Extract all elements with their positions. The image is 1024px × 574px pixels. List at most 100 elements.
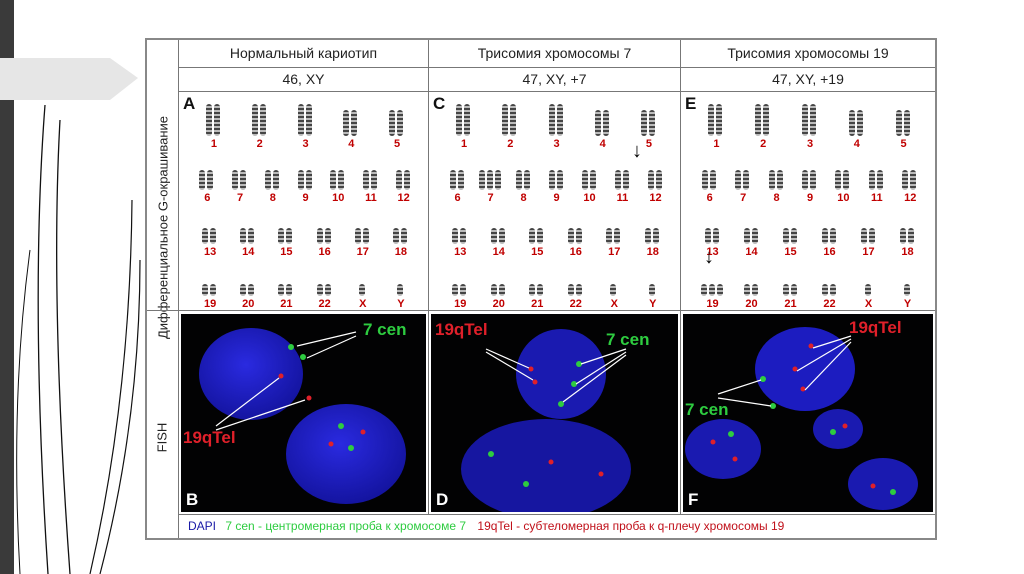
chromosome-19 — [452, 284, 468, 296]
column-title-trisomy19: Трисомия хромосомы 19 — [727, 45, 889, 61]
karyotype-normal: 46, XY — [282, 71, 325, 87]
chromosome-number: 11 — [365, 192, 377, 204]
chromatid — [835, 170, 842, 190]
chromatid — [743, 228, 750, 244]
fish-panel-d: 19qTel 7 cen D — [431, 314, 678, 512]
chromosome-9 — [297, 170, 314, 190]
chromatid — [324, 284, 331, 296]
chromosome-9 — [802, 170, 818, 190]
chromosome-4 — [343, 110, 359, 136]
chromatid — [248, 284, 255, 296]
chromatid — [735, 170, 742, 190]
chromosome-Y — [903, 284, 912, 296]
chromosome-19 — [202, 284, 218, 296]
trisomy-arrow-icon: ↓ — [704, 246, 714, 268]
chromosome-number: 14 — [745, 246, 758, 258]
chromosome-number: 4 — [853, 138, 860, 150]
legend-dapi: DAPI — [188, 519, 217, 533]
chromosome-number: 17 — [356, 246, 369, 258]
chromosome-number: 2 — [760, 138, 767, 150]
chromatid — [876, 170, 883, 190]
panel-letter: D — [436, 490, 449, 509]
chromosome-number: 3 — [806, 138, 814, 150]
chromatid — [297, 170, 304, 190]
chromatid — [202, 284, 209, 296]
chromatid — [768, 170, 775, 190]
chromosome-17 — [860, 228, 877, 244]
chromosome-number: 19 — [454, 298, 467, 310]
chromosome-number: 5 — [645, 138, 652, 150]
chromosome-number: 15 — [280, 246, 293, 258]
chromosome-21 — [782, 284, 799, 296]
chromosome-number: 20 — [242, 298, 255, 310]
chromatid — [622, 170, 629, 190]
chromatid — [708, 284, 715, 296]
chromatid — [362, 170, 369, 190]
chromatid — [272, 170, 279, 190]
chromatid — [199, 170, 206, 190]
chromosome-number: 22 — [569, 298, 582, 310]
chromosome-11 — [362, 170, 379, 190]
chromosome-22 — [316, 284, 333, 296]
chromosome-1 — [708, 104, 724, 136]
chromosome-16 — [567, 228, 584, 244]
chromosome-number: 19 — [706, 298, 719, 310]
chromatid — [594, 110, 601, 136]
chromatid — [362, 228, 369, 244]
chromosome-20 — [743, 284, 760, 296]
chromatid — [389, 110, 396, 136]
chromosome-10 — [835, 170, 851, 190]
chromatid — [868, 170, 875, 190]
chromatid — [708, 104, 715, 136]
chromatid — [286, 284, 293, 296]
probe-label-cen: 7 cen — [363, 320, 407, 339]
chromatid — [647, 170, 654, 190]
chromosome-number: 3 — [302, 138, 309, 150]
chromatid — [370, 170, 377, 190]
chromosome-number: 10 — [332, 192, 345, 204]
chromatid — [644, 228, 651, 244]
chromosome-number: 9 — [553, 192, 560, 204]
chromosome-number: 8 — [773, 192, 780, 204]
chromatid — [821, 228, 828, 244]
chromatid — [490, 228, 497, 244]
chromosome-X — [358, 284, 367, 296]
chromosome-7 — [232, 170, 248, 190]
chromosome-number: 13 — [454, 246, 467, 258]
column-title-trisomy7: Трисомия хромосомы 7 — [477, 45, 632, 61]
chromatid — [610, 284, 617, 296]
chromatid — [486, 170, 493, 190]
chromosome-number: 5 — [900, 138, 907, 150]
chromosome-number: 11 — [616, 192, 629, 204]
chromosome-number: 13 — [706, 246, 719, 258]
chromatid — [510, 104, 517, 136]
chromatid — [743, 170, 750, 190]
chromosome-10 — [581, 170, 598, 190]
chromosome-number: 14 — [492, 246, 505, 258]
chromatid — [305, 170, 312, 190]
chromosome-number: 1 — [461, 138, 468, 150]
chromatid — [821, 284, 828, 296]
chromosome-number: 22 — [318, 298, 331, 310]
chromosome-number: 8 — [269, 192, 276, 204]
chromatid — [910, 170, 917, 190]
chromatid — [802, 170, 808, 190]
chromosome-13 — [202, 228, 218, 244]
chromosome-number: 6 — [454, 192, 461, 204]
chromatid — [743, 284, 750, 296]
chromosome-21 — [278, 284, 294, 296]
chromosome-number: 3 — [553, 138, 560, 150]
chromatid — [556, 104, 563, 136]
chromosome-number: 21 — [531, 298, 544, 310]
fish-panel-b: 7 cen 19qTel B — [181, 314, 426, 512]
chromosome-number: 11 — [871, 192, 883, 204]
chromatid — [655, 170, 662, 190]
chromosome-14 — [240, 228, 256, 244]
chromatid — [868, 228, 875, 244]
chromatid — [810, 170, 816, 190]
chromatid — [648, 284, 655, 296]
panel-letter: C — [433, 94, 446, 113]
chromatid — [567, 228, 574, 244]
chromosome-number: 1 — [210, 138, 217, 150]
chromosome-2 — [502, 104, 518, 136]
